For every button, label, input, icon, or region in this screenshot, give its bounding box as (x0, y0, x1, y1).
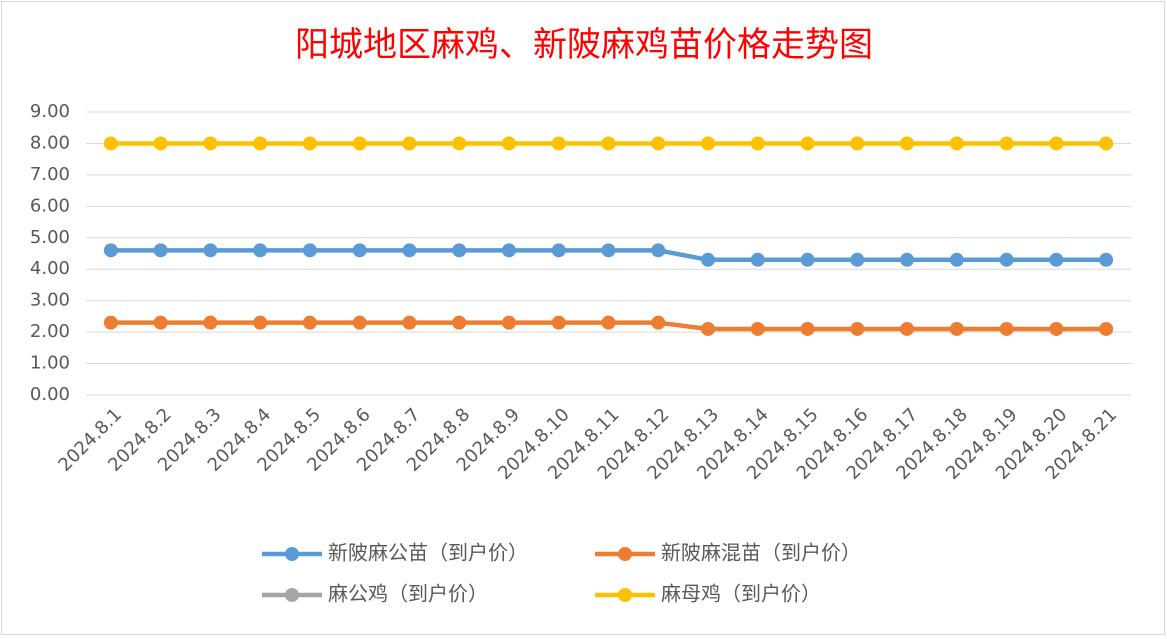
legend-marker (285, 588, 299, 602)
data-point (153, 243, 168, 258)
data-point (800, 136, 815, 151)
data-point (999, 136, 1014, 151)
legend-label: 麻母鸡（到户价） (661, 582, 821, 606)
data-point (949, 321, 964, 336)
data-point (1099, 252, 1114, 267)
data-point (1049, 136, 1064, 151)
data-point (750, 252, 765, 267)
data-point (850, 136, 865, 151)
data-point (352, 136, 367, 151)
y-tick-label: 2.00 (30, 321, 70, 342)
data-point (601, 136, 616, 151)
data-point (651, 315, 666, 330)
data-point (750, 321, 765, 336)
data-point (651, 136, 666, 151)
legend-marker (285, 547, 299, 561)
y-tick-label: 1.00 (30, 353, 70, 374)
data-point (203, 136, 218, 151)
legend-marker (618, 588, 632, 602)
data-point (651, 243, 666, 258)
data-point (452, 136, 467, 151)
data-point (352, 243, 367, 258)
y-tick-label: 7.00 (30, 164, 70, 185)
data-point (203, 243, 218, 258)
data-point (402, 315, 417, 330)
data-point (402, 136, 417, 151)
chart-title: 阳城地区麻鸡、新陂麻鸡苗价格走势图 (295, 25, 873, 65)
data-point (302, 315, 317, 330)
data-point (551, 136, 566, 151)
y-tick-label: 6.00 (30, 195, 70, 216)
y-tick-label: 4.00 (30, 258, 70, 279)
y-tick-label: 0.00 (30, 384, 70, 405)
data-point (302, 136, 317, 151)
data-point (850, 252, 865, 267)
data-point (601, 243, 616, 258)
legend-label: 麻公鸡（到户价） (328, 582, 488, 606)
data-point (551, 315, 566, 330)
data-point (1099, 136, 1114, 151)
data-point (402, 243, 417, 258)
data-point (999, 252, 1014, 267)
data-point (253, 136, 268, 151)
data-point (900, 252, 915, 267)
data-point (103, 243, 118, 258)
data-point (153, 315, 168, 330)
data-point (949, 136, 964, 151)
data-point (701, 136, 716, 151)
data-point (153, 136, 168, 151)
data-point (750, 136, 765, 151)
data-point (1049, 321, 1064, 336)
y-tick-label: 5.00 (30, 227, 70, 248)
data-point (701, 252, 716, 267)
data-point (302, 243, 317, 258)
y-tick-label: 8.00 (30, 132, 70, 153)
data-point (352, 315, 367, 330)
data-point (601, 315, 616, 330)
data-point (501, 315, 516, 330)
data-point (253, 315, 268, 330)
data-point (900, 136, 915, 151)
data-point (501, 136, 516, 151)
data-point (800, 321, 815, 336)
data-point (253, 243, 268, 258)
legend-label: 新陂麻混苗（到户价） (661, 541, 861, 565)
data-point (501, 243, 516, 258)
data-point (999, 321, 1014, 336)
data-point (103, 136, 118, 151)
data-point (701, 321, 716, 336)
legend-label: 新陂麻公苗（到户价） (328, 541, 528, 565)
data-point (949, 252, 964, 267)
data-point (551, 243, 566, 258)
data-point (800, 252, 815, 267)
data-point (1099, 321, 1114, 336)
legend-marker (618, 547, 632, 561)
data-point (452, 243, 467, 258)
data-point (452, 315, 467, 330)
data-point (850, 321, 865, 336)
data-point (103, 315, 118, 330)
data-point (900, 321, 915, 336)
y-tick-label: 3.00 (30, 290, 70, 311)
y-tick-label: 9.00 (30, 101, 70, 122)
data-point (1049, 252, 1064, 267)
data-point (203, 315, 218, 330)
